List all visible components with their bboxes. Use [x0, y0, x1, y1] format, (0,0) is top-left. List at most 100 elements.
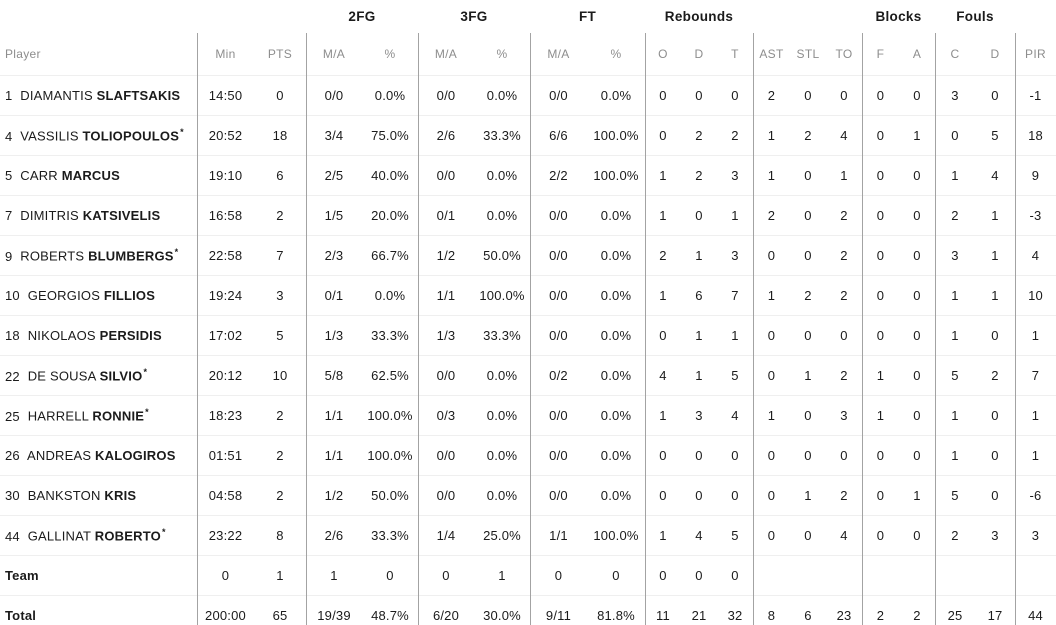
stl-cell: 0: [804, 448, 812, 463]
blk-f-cell: 0: [876, 88, 885, 103]
fg2-pct-cell: 0.0%: [374, 288, 406, 303]
reb-d-cell: 21: [691, 608, 707, 623]
pts-cell: 7: [276, 248, 284, 263]
row-label: Total: [5, 608, 37, 623]
column-header-row: Player Min PTS M/A % M/A % M/A % O D T A…: [0, 32, 1056, 75]
starter-mark: *: [143, 367, 148, 378]
fg3-pct-cell: 30.0%: [483, 608, 521, 623]
fg2-pct-cell: 48.7%: [371, 608, 409, 623]
player-cell: 1 DIAMANTIS SLAFTSAKIS: [0, 88, 197, 103]
foul-c-cell: 2: [951, 208, 959, 223]
ft-ma-cell: 0/0: [549, 328, 568, 343]
blk-f-cell: 0: [876, 248, 885, 263]
reb-d-cell: 2: [695, 128, 703, 143]
reb-t-cell: 3: [731, 168, 739, 183]
divider-pir: [1015, 33, 1016, 625]
player-number: 18: [5, 328, 20, 343]
pir-cell: 7: [1031, 368, 1040, 383]
pts-cell: 65: [272, 608, 288, 623]
reb-t-cell: 1: [731, 328, 739, 343]
reb-t-cell: 5: [731, 368, 739, 383]
blk-f-cell: 1: [876, 408, 885, 423]
reb-o-cell: 1: [659, 288, 667, 303]
reb-o-cell: 1: [659, 528, 667, 543]
player-number: 26: [5, 448, 20, 463]
player-cell: 5 CARR MARCUS: [0, 168, 197, 183]
fg2-ma-cell: 0/0: [324, 88, 344, 103]
foul-c-cell: 1: [951, 328, 959, 343]
pir-cell: 10: [1028, 288, 1043, 303]
fg3-ma-cell: 2/6: [436, 128, 456, 143]
col-header-ft-pct: %: [610, 46, 622, 61]
foul-d-cell: 17: [987, 608, 1003, 623]
col-header-blk-f: F: [876, 46, 885, 61]
col-header-stl: STL: [796, 46, 820, 61]
fg3-ma-cell: 1/1: [436, 288, 456, 303]
min-cell: 17:02: [208, 328, 243, 343]
player-first-name: DE SOUSA: [27, 368, 96, 384]
ft-ma-cell: 1/1: [549, 528, 568, 543]
fg3-pct-cell: 0.0%: [486, 448, 518, 463]
fg3-pct-cell: 33.3%: [483, 328, 521, 343]
pir-cell: 1: [1031, 448, 1040, 463]
reb-t-cell: 3: [731, 248, 739, 263]
player-number: 9: [5, 248, 13, 264]
blk-f-cell: 2: [876, 608, 885, 623]
ast-cell: 0: [767, 248, 776, 263]
player-number: 1: [5, 88, 13, 103]
reb-o-cell: 0: [221, 568, 230, 583]
table-row: Team 0 1 1 0 0 1 0 0 0 0 0: [0, 555, 1056, 595]
blk-f-cell: 0: [876, 168, 885, 183]
pir-cell: 18: [1028, 128, 1043, 143]
blk-f-cell: 0: [554, 568, 563, 583]
col-header-ast: AST: [759, 46, 784, 61]
foul-d-cell: 0: [991, 88, 999, 103]
fg3-pct-cell: 25.0%: [483, 528, 521, 543]
foul-c-cell: 1: [951, 288, 959, 303]
fg2-pct-cell: 0.0%: [374, 88, 406, 103]
fg2-pct-cell: 100.0%: [367, 448, 413, 463]
fg2-pct-cell: 20.0%: [371, 208, 409, 223]
player-first-name: VASSILIS: [20, 128, 79, 144]
ast-cell: 1: [767, 128, 776, 143]
fg3-pct-cell: 0.0%: [486, 168, 518, 183]
ft-pct-cell: 100.0%: [593, 128, 639, 143]
fg3-pct-cell: 33.3%: [483, 128, 521, 143]
blk-a-cell: 0: [913, 168, 921, 183]
divider-ast: [753, 33, 754, 625]
divider-fouls: [935, 33, 936, 625]
foul-d-cell: 4: [991, 168, 999, 183]
col-header-2fg-ma: M/A: [322, 46, 346, 61]
fg3-pct-cell: 100.0%: [479, 288, 525, 303]
ft-pct-cell: 81.8%: [597, 608, 635, 623]
ast-cell: 0: [767, 368, 776, 383]
player-last-name: FILLIOS: [103, 288, 156, 303]
fg3-ma-cell: 0/0: [436, 368, 456, 383]
pts-cell: 10: [272, 368, 288, 383]
fg3-pct-cell: 0.0%: [486, 88, 518, 103]
pir-cell: -6: [1029, 488, 1042, 503]
group-header-rebounds: Rebounds: [664, 8, 734, 24]
fg3-pct-cell: 0.0%: [486, 368, 518, 383]
fg2-pct-cell: 75.0%: [371, 128, 409, 143]
reb-t-cell: 1: [731, 208, 739, 223]
to-cell: 3: [840, 408, 848, 423]
reb-o-cell: 2: [659, 248, 667, 263]
blk-f-cell: 0: [876, 128, 885, 143]
player-last-name: PERSIDIS: [99, 328, 162, 343]
player-last-name: SLAFTSAKIS: [96, 88, 181, 103]
fg2-pct-cell: 62.5%: [371, 368, 409, 383]
reb-t-cell: 4: [731, 408, 739, 423]
player-first-name: ANDREAS: [26, 448, 92, 463]
fg3-ma-cell: 1/3: [436, 328, 456, 343]
reb-d-cell: 6: [695, 288, 703, 303]
blk-f-cell: 1: [876, 368, 885, 383]
group-header-3fg: 3FG: [460, 8, 488, 24]
pts-cell: 2: [276, 448, 284, 463]
foul-d-cell: 0: [695, 568, 703, 583]
stl-cell: 0: [804, 168, 812, 183]
row-label: Team: [5, 568, 39, 583]
player-cell: 26 ANDREAS KALOGIROS: [0, 448, 197, 463]
foul-c-cell: 5: [951, 368, 959, 383]
reb-d-cell: 0: [695, 488, 703, 503]
